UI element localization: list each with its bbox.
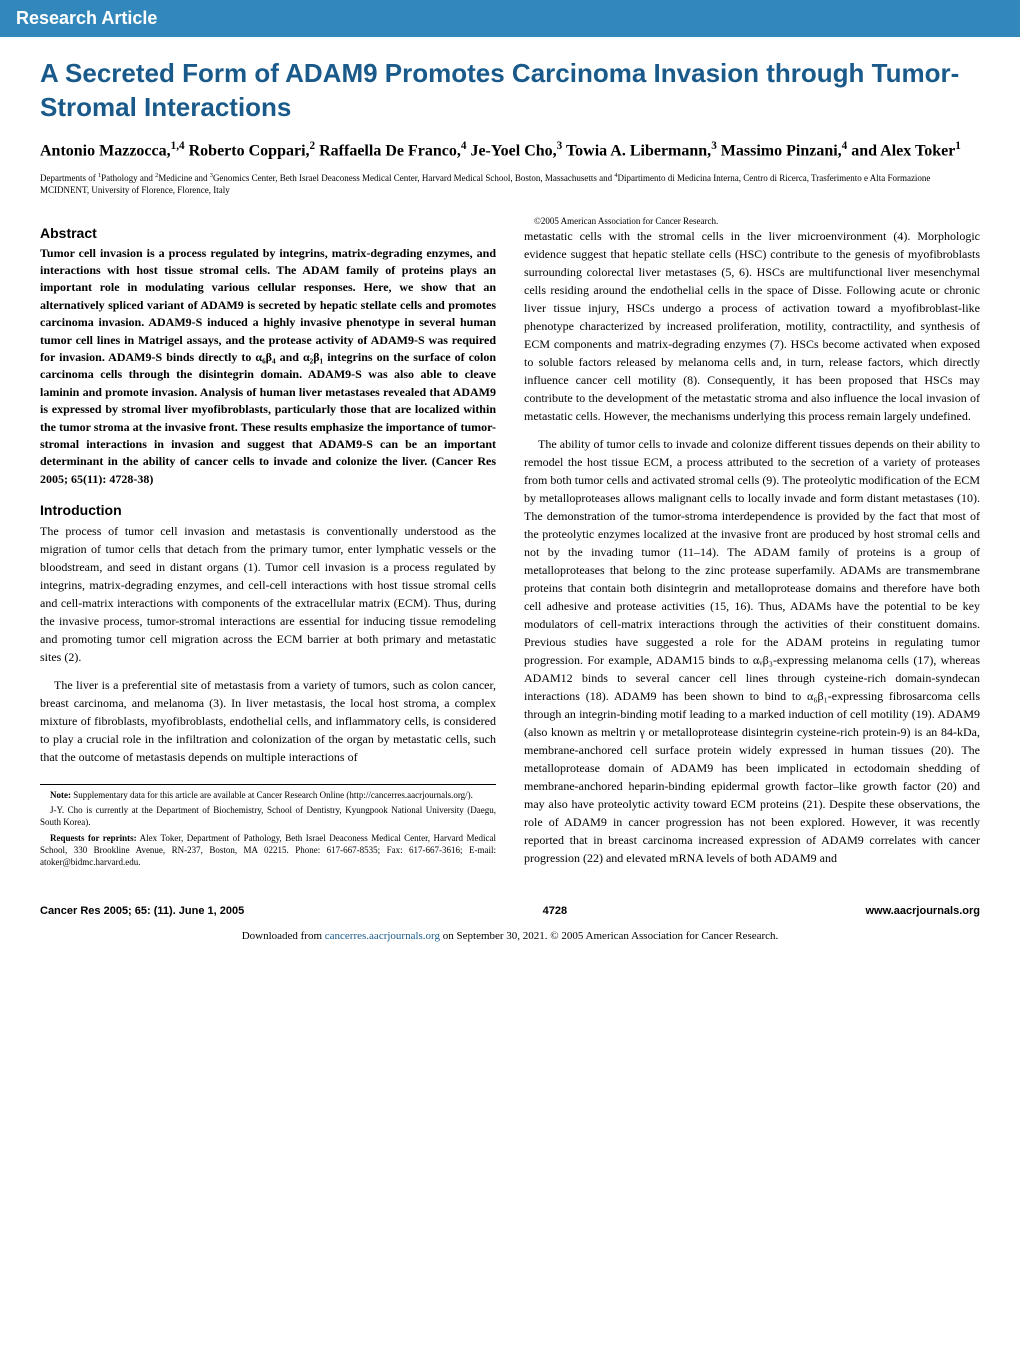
article-title: A Secreted Form of ADAM9 Promotes Carcin… — [40, 57, 980, 125]
section-header-bar: Research Article — [0, 0, 1020, 37]
footnote-requests: Requests for reprints: Alex Toker, Depar… — [40, 832, 496, 868]
footnote-note: Note: Supplementary data for this articl… — [40, 789, 496, 801]
body-columns: Abstract Tumor cell invasion is a proces… — [40, 215, 980, 876]
footer-page-number: 4728 — [543, 905, 567, 917]
download-suffix: on September 30, 2021. © 2005 American A… — [440, 930, 778, 942]
introduction-heading: Introduction — [40, 502, 496, 518]
page-footer: Cancer Res 2005; 65: (11). June 1, 2005 … — [0, 895, 1020, 923]
download-prefix: Downloaded from — [242, 930, 325, 942]
intro-paragraph: The liver is a preferential site of meta… — [40, 676, 496, 766]
footer-url: www.aacrjournals.org — [865, 905, 980, 917]
footnote-copyright: ©2005 American Association for Cancer Re… — [524, 215, 980, 227]
intro-paragraph: The ability of tumor cells to invade and… — [524, 435, 980, 867]
download-link[interactable]: cancerres.aacrjournals.org — [325, 930, 440, 942]
affiliations: Departments of 1Pathology and 2Medicine … — [40, 172, 980, 196]
footnote-author-current: J-Y. Cho is currently at the Department … — [40, 804, 496, 828]
intro-paragraph: metastatic cells with the stromal cells … — [524, 227, 980, 425]
section-label: Research Article — [16, 8, 157, 28]
intro-paragraph: The process of tumor cell invasion and m… — [40, 522, 496, 666]
author-list: Antonio Mazzocca,1,4 Roberto Coppari,2 R… — [40, 139, 980, 163]
footnote-note-text: Supplementary data for this article are … — [73, 790, 473, 800]
abstract-heading: Abstract — [40, 225, 496, 241]
footer-citation: Cancer Res 2005; 65: (11). June 1, 2005 — [40, 905, 244, 917]
download-attribution: Downloaded from cancerres.aacrjournals.o… — [0, 923, 1020, 958]
article-content: A Secreted Form of ADAM9 Promotes Carcin… — [0, 37, 1020, 895]
abstract-text: Tumor cell invasion is a process regulat… — [40, 245, 496, 488]
